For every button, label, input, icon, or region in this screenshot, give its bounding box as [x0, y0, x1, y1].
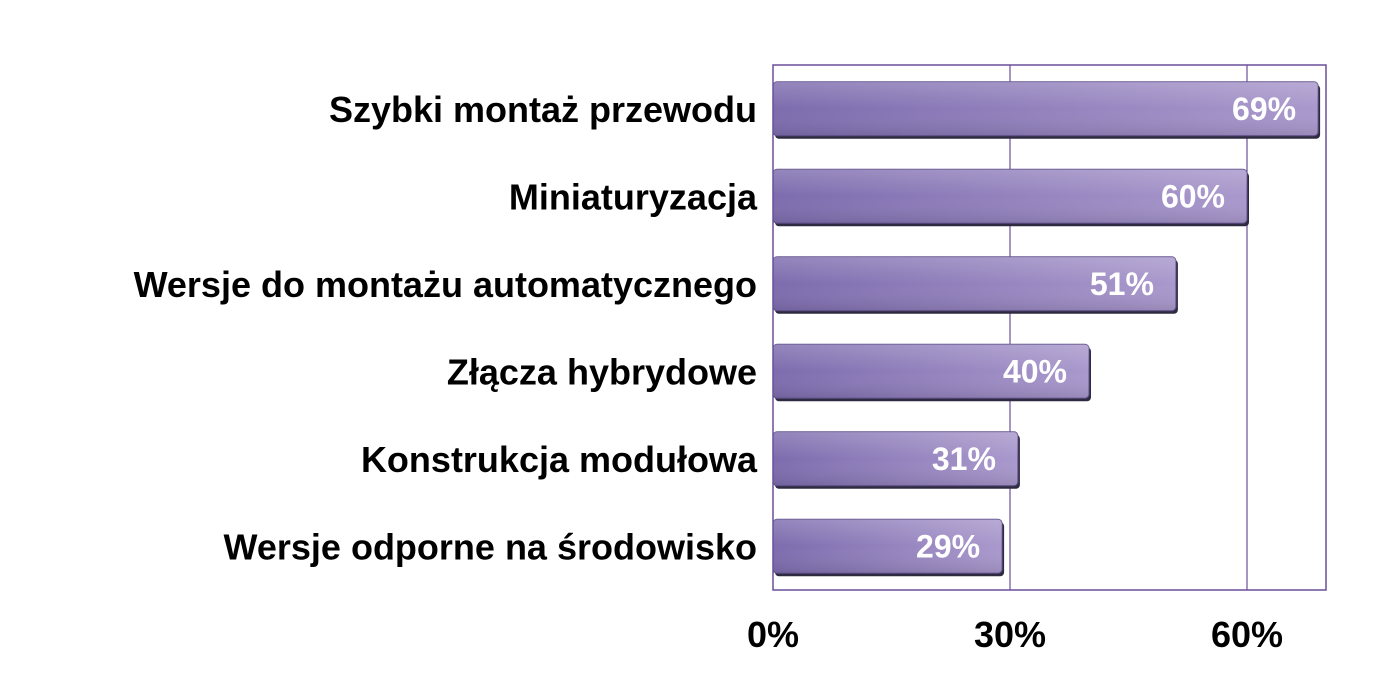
gridlines [1009, 65, 1248, 590]
category-labels: Szybki montaż przewodu Miniaturyzacja Wers… [134, 89, 758, 568]
bar-highlight [773, 256, 1176, 311]
bar-highlight [773, 431, 1018, 486]
data-label: 29% [916, 528, 980, 564]
category-label: Konstrukcja modułowa [361, 439, 758, 480]
bars: 69% 60% 51% 40% 31% 29% [772, 81, 1321, 577]
bar-group [772, 518, 1005, 577]
bar-group [772, 431, 1020, 489]
x-tick-label: 0% [747, 614, 799, 655]
data-label: 60% [1161, 178, 1225, 214]
bar-group [772, 256, 1178, 314]
bar-highlight [773, 81, 1319, 136]
category-label: Wersje do montażu automatycznego [134, 264, 757, 305]
bar-highlight [773, 169, 1247, 224]
x-axis-tick-labels: 0% 30% 60% [747, 614, 1283, 655]
category-label: Miniaturyzacja [509, 176, 758, 217]
data-label: 31% [932, 441, 996, 477]
category-label: Szybki montaż przewodu [329, 89, 757, 130]
data-label: 69% [1232, 91, 1296, 127]
bar-highlight [773, 344, 1089, 399]
bar-group [772, 343, 1091, 402]
bar-highlight [773, 519, 1003, 574]
category-label: Złącza hybrydowe [447, 351, 757, 392]
bar-group [772, 168, 1249, 227]
plot-frame [772, 64, 1327, 591]
x-tick-label: 60% [1211, 614, 1283, 655]
category-label: Wersje odporne na środowisko [224, 526, 757, 567]
bar-group [772, 81, 1321, 139]
data-label: 51% [1090, 266, 1154, 302]
data-label: 40% [1003, 353, 1067, 389]
x-tick-label: 30% [974, 614, 1046, 655]
